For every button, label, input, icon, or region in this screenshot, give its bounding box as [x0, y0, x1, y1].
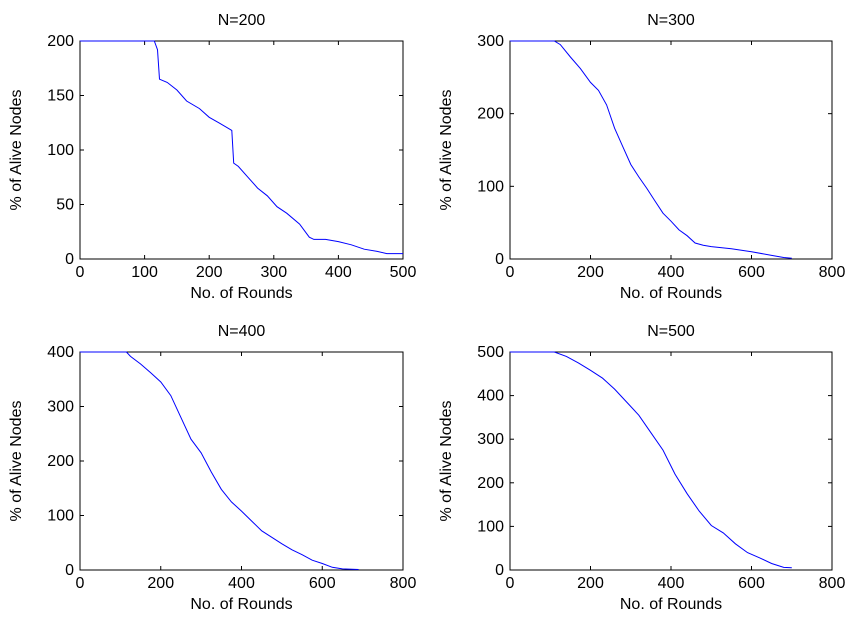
x-axis-label: No. of Rounds: [190, 596, 292, 613]
y-tick-label: 400: [47, 344, 74, 361]
y-tick-label: 0: [495, 251, 504, 268]
x-tick-label: 600: [738, 575, 765, 592]
subplot-title: N=400: [218, 323, 266, 340]
y-axis-label: % of Alive Nodes: [438, 401, 455, 522]
x-tick-label: 800: [819, 575, 846, 592]
series-line: [80, 351, 359, 570]
axes-box: [79, 40, 404, 260]
y-tick-label: 0: [65, 562, 74, 579]
subplot-n-300: 0 200 400 600 800 0 100 200 300 N=300 No. of Round…: [438, 12, 845, 302]
x-tick-label: 400: [325, 264, 352, 281]
subplot-title: N=300: [647, 12, 695, 29]
x-tick-label: 200: [577, 575, 604, 592]
series-line: [80, 40, 403, 255]
y-tick-label: 500: [477, 344, 504, 361]
series-line: [510, 351, 792, 569]
y-tick-label: 300: [47, 399, 74, 416]
x-tick-label: 100: [131, 264, 158, 281]
axes-box: [79, 351, 404, 571]
y-tick-label: 0: [65, 251, 74, 268]
y-tick-label: 300: [477, 431, 504, 448]
y-tick-label: 50: [56, 197, 74, 214]
axes-box: [509, 40, 833, 260]
y-tick-label: 200: [477, 106, 504, 123]
y-axis-label: % of Alive Nodes: [8, 401, 25, 522]
y-tick-label: 300: [477, 33, 504, 50]
x-axis-label: No. of Rounds: [620, 285, 722, 302]
x-tick-label: 200: [196, 264, 223, 281]
y-tick-label: 200: [47, 453, 74, 470]
y-tick-label: 100: [477, 518, 504, 535]
series-line: [510, 40, 792, 259]
x-tick-label: 600: [738, 264, 765, 281]
x-tick-label: 400: [228, 575, 255, 592]
y-tick-label: 0: [495, 562, 504, 579]
subplot-title: N=200: [218, 12, 266, 29]
y-tick-label: 150: [47, 88, 74, 105]
x-tick-label: 300: [260, 264, 287, 281]
x-axis-label: No. of Rounds: [620, 596, 722, 613]
subplot-title: N=500: [647, 323, 695, 340]
subplot-n-500: 0 200 400 600 800 0 100 200 300 400 500 N=500 No. of…: [438, 323, 845, 613]
x-tick-label: 0: [76, 264, 85, 281]
x-tick-label: 200: [577, 264, 604, 281]
x-tick-label: 800: [819, 264, 846, 281]
y-tick-label: 200: [47, 33, 74, 50]
x-tick-label: 400: [658, 264, 685, 281]
y-tick-label: 200: [477, 475, 504, 492]
axes-box: [509, 351, 833, 571]
y-axis-label: % of Alive Nodes: [438, 90, 455, 211]
x-tick-label: 800: [390, 575, 417, 592]
y-tick-label: 100: [47, 142, 74, 159]
y-tick-label: 100: [477, 178, 504, 195]
x-tick-label: 600: [309, 575, 336, 592]
x-tick-label: 400: [658, 575, 685, 592]
x-tick-label: 200: [147, 575, 174, 592]
x-tick-label: 500: [390, 264, 417, 281]
y-axis-label: % of Alive Nodes: [8, 90, 25, 211]
x-tick-label: 0: [76, 575, 85, 592]
x-tick-label: 0: [506, 264, 515, 281]
subplot-n-400: 0 200 400 600 800 0 100 200 300 400 N=400 No. of Ro…: [8, 323, 416, 613]
y-tick-label: 100: [47, 508, 74, 525]
x-axis-label: No. of Rounds: [190, 285, 292, 302]
x-tick-label: 0: [506, 575, 515, 592]
subplot-n-200: 0 100 200 300 400 500 0 50 100 150 200 N=200 No. of …: [8, 12, 416, 302]
y-tick-label: 400: [477, 388, 504, 405]
